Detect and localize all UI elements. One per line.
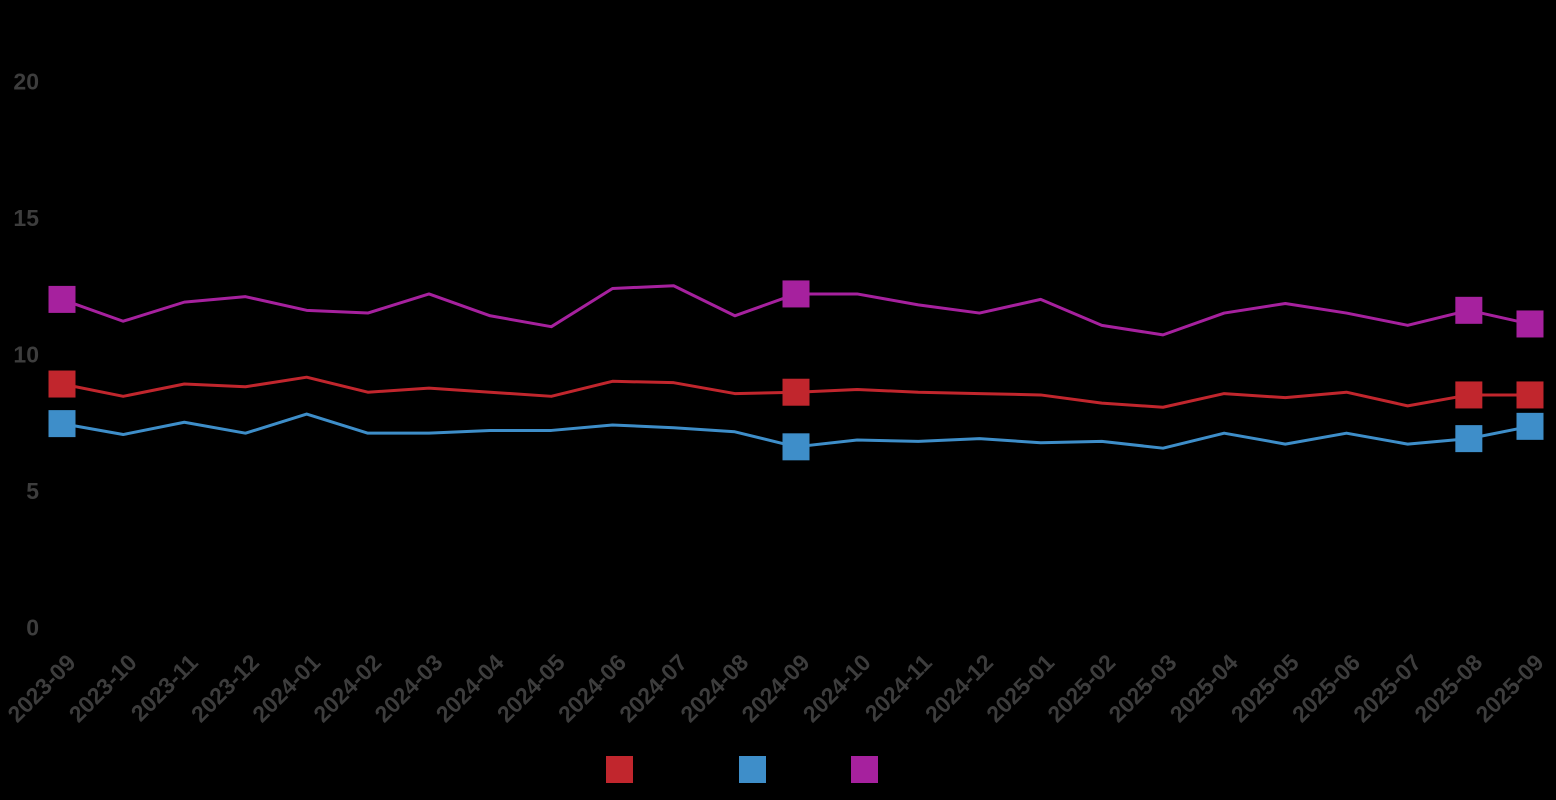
red-series-marker (48, 370, 76, 398)
x-axis-tick-label: 2024-09 (736, 649, 814, 727)
blue-series-marker (782, 433, 810, 461)
red-series-marker (782, 378, 810, 406)
x-axis-tick-label: 2024-02 (308, 649, 386, 727)
x-axis-tick-label: 2023-10 (64, 649, 142, 727)
x-axis-tick-label: 2023-12 (186, 649, 264, 727)
x-axis-tick-label: 2024-12 (920, 649, 998, 727)
x-axis-tick-label: 2023-09 (2, 649, 80, 727)
legend-swatch-1 (739, 756, 766, 783)
x-axis-tick-label: 2024-06 (553, 649, 631, 727)
y-axis-tick-label: 15 (13, 205, 39, 231)
x-axis-tick-label: 2025-02 (1042, 649, 1120, 727)
y-axis-tick-label: 20 (13, 69, 39, 95)
x-axis-tick-label: 2024-03 (369, 649, 447, 727)
magenta-series-marker (1455, 296, 1483, 324)
x-axis-tick-label: 2025-09 (1470, 649, 1548, 727)
magenta-series-marker (782, 280, 810, 308)
x-axis-tick-label: 2025-07 (1348, 649, 1426, 727)
x-axis-tick-label: 2024-07 (614, 649, 692, 727)
y-axis-tick-label: 5 (26, 478, 39, 504)
magenta-series-marker (1516, 310, 1544, 338)
x-axis-tick-label: 2025-06 (1287, 649, 1365, 727)
legend-swatch-0 (606, 756, 633, 783)
blue-series-marker (1516, 412, 1544, 440)
legend-swatch-2 (851, 756, 878, 783)
blue-series-marker (48, 410, 76, 438)
blue-series-marker (1455, 425, 1483, 453)
red-series-marker (1455, 381, 1483, 409)
y-axis-tick-label: 10 (13, 342, 39, 368)
x-axis-tick-label: 2025-03 (1103, 649, 1181, 727)
y-axis-tick-label: 0 (26, 615, 39, 641)
red-series-marker (1516, 381, 1544, 409)
magenta-series-marker (48, 285, 76, 313)
x-axis-tick-label: 2024-10 (798, 649, 876, 727)
